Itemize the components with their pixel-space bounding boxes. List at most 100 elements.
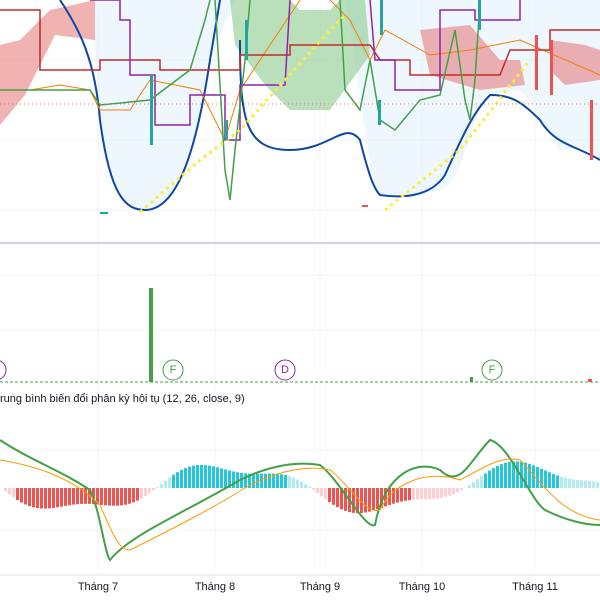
histogram-bar — [148, 488, 151, 494]
histogram-bar — [404, 488, 407, 501]
histogram-bar — [592, 481, 595, 488]
histogram-bar — [152, 488, 155, 491]
marker[interactable] — [481, 359, 503, 381]
histogram-bar — [16, 488, 19, 501]
candles — [100, 0, 593, 214]
histogram-bar — [160, 483, 163, 488]
histogram-bar — [272, 473, 275, 488]
histogram-bar — [144, 488, 147, 496]
histogram-bar — [320, 488, 323, 497]
histogram-bar — [580, 480, 583, 488]
histogram-bar — [184, 468, 187, 488]
histogram-bar — [132, 488, 135, 503]
histogram-bar — [220, 468, 223, 488]
histogram-bar — [12, 488, 15, 498]
histogram-bar — [564, 477, 567, 488]
x-axis-label: Tháng 9 — [300, 581, 340, 593]
histogram-bar — [416, 488, 419, 500]
histogram-bar — [492, 468, 495, 488]
indicator-label: rung bình biến đổi phân kỳ hội tụ (12, 2… — [0, 393, 245, 405]
histogram-bar — [376, 488, 379, 510]
cloud-red — [550, 40, 600, 85]
histogram-bar — [40, 488, 43, 509]
histogram-bar — [536, 467, 539, 488]
histogram-bar — [456, 488, 459, 493]
histogram-bar — [52, 488, 55, 508]
histogram-bar — [276, 473, 279, 488]
histogram-bar — [372, 488, 375, 511]
cloud-red — [420, 25, 525, 90]
cloud-green — [230, 0, 370, 110]
histogram-bar — [596, 481, 599, 488]
histogram-bar — [504, 462, 507, 488]
x-axis-label: Tháng 7 — [78, 581, 118, 593]
histogram-bar — [4, 488, 7, 492]
histogram-bar — [544, 470, 547, 488]
histogram-bar — [208, 465, 211, 488]
histogram-bar — [76, 488, 79, 505]
histogram-bar — [48, 488, 51, 509]
histogram-bar — [336, 488, 339, 508]
histogram-bar — [172, 474, 175, 488]
histogram-bar — [308, 486, 311, 488]
histogram-bar — [484, 473, 487, 488]
histogram-bar — [28, 488, 31, 507]
macd-histogram — [4, 461, 599, 514]
histogram-bar — [140, 488, 143, 499]
histogram-bar — [384, 488, 387, 507]
histogram-bar — [136, 488, 139, 501]
histogram-bar — [32, 488, 35, 508]
ma-line — [0, 0, 600, 142]
histogram-bar — [316, 488, 319, 493]
histogram-bar — [400, 488, 403, 502]
histogram-bar — [588, 480, 591, 488]
histogram-bar — [340, 488, 343, 510]
histogram-bar — [156, 487, 159, 488]
histogram-bar — [24, 488, 27, 505]
histogram-bar — [228, 470, 231, 488]
histogram-bar — [196, 465, 199, 488]
histogram-bar — [188, 466, 191, 488]
histogram-bar — [164, 480, 167, 488]
histogram-bar — [180, 469, 183, 488]
histogram-bar — [356, 488, 359, 514]
histogram-bar — [60, 488, 63, 507]
histogram-bar — [448, 488, 451, 496]
histogram-bar — [296, 479, 299, 488]
histogram-bar — [432, 488, 435, 499]
volume-bar — [588, 379, 592, 382]
histogram-bar — [96, 488, 99, 505]
marker[interactable] — [0, 360, 7, 380]
volume-bar — [470, 377, 473, 382]
histogram-bar — [572, 479, 575, 488]
histogram-bar — [176, 472, 179, 488]
signal-line — [0, 458, 600, 551]
histogram-bar — [84, 488, 87, 504]
marker[interactable] — [162, 359, 184, 381]
histogram-bar — [508, 461, 511, 488]
histogram-bar — [312, 488, 315, 490]
histogram-bar — [256, 473, 259, 488]
price-pane — [0, 0, 600, 214]
histogram-bar — [552, 473, 555, 488]
histogram-bar — [192, 465, 195, 488]
histogram-bar — [8, 488, 11, 495]
histogram-bar — [280, 474, 283, 488]
marker[interactable] — [274, 359, 296, 381]
histogram-bar — [568, 478, 571, 488]
histogram-bar — [500, 464, 503, 488]
histogram-bar — [240, 472, 243, 488]
histogram-bar — [496, 465, 499, 488]
histogram-bar — [560, 476, 563, 488]
histogram-bar — [288, 476, 291, 488]
histogram-bar — [488, 470, 491, 488]
histogram-bar — [408, 488, 411, 501]
histogram-bar — [364, 488, 367, 513]
histogram-bar — [524, 462, 527, 488]
histogram-bar — [472, 482, 475, 488]
histogram-bar — [324, 488, 327, 500]
histogram-bar — [212, 466, 215, 488]
histogram-bar — [44, 488, 47, 509]
histogram-bar — [56, 488, 59, 508]
histogram-bar — [584, 480, 587, 488]
